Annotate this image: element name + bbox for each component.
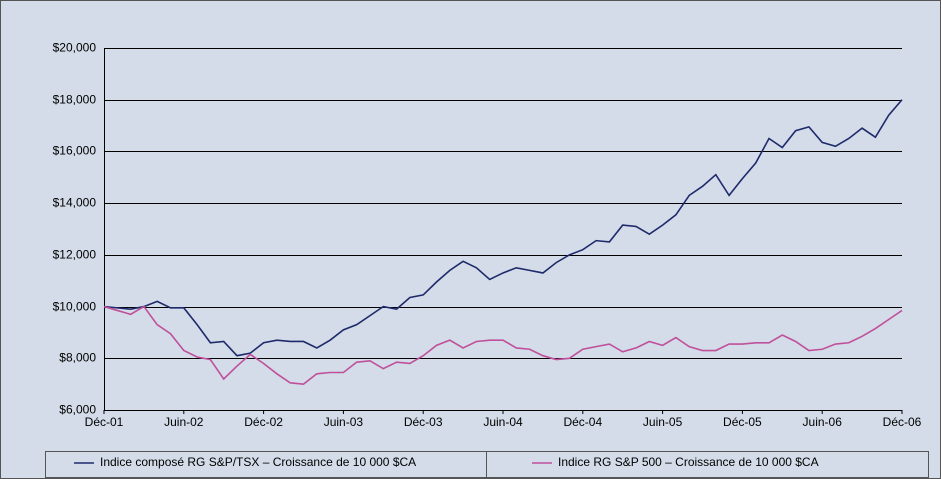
series-line (103, 99, 903, 357)
x-tick-label: Juin-04 (483, 415, 523, 429)
x-tick-label: Déc-03 (404, 415, 443, 429)
y-tick-label: $6,000 (59, 403, 96, 417)
y-tick-label: $12,000 (53, 248, 97, 262)
series-line (103, 305, 903, 385)
x-tick-label: Juin-05 (643, 415, 683, 429)
x-tick-label: Déc-01 (85, 415, 124, 429)
legend: Indice composé RG S&P/TSX – Croissance d… (45, 451, 929, 478)
y-tick-label: $8,000 (59, 351, 96, 365)
y-tick-label: $10,000 (53, 300, 97, 314)
y-tick-label: $20,000 (53, 41, 97, 55)
legend-label: Indice composé RG S&P/TSX – Croissance d… (100, 455, 416, 469)
x-tick-label: Déc-02 (244, 415, 283, 429)
x-tick-label: Déc-06 (883, 415, 922, 429)
x-tick-label: Juin-02 (164, 415, 204, 429)
x-tick-label: Juin-03 (324, 415, 364, 429)
y-tick-label: $18,000 (53, 93, 97, 107)
x-tick-label: Juin-06 (803, 415, 843, 429)
y-tick-label: $16,000 (53, 144, 97, 158)
x-tick-label: Déc-04 (563, 415, 602, 429)
legend-label: Indice RG S&P 500 – Croissance de 10 000… (558, 455, 819, 469)
y-tick-label: $14,000 (53, 196, 97, 210)
x-tick-label: Déc-05 (723, 415, 762, 429)
